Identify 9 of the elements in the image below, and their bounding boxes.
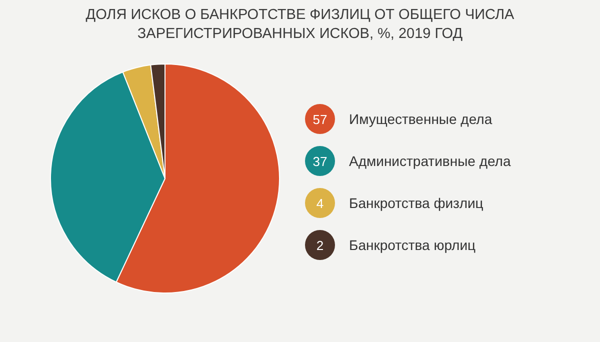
data-label: 4 xyxy=(305,188,335,218)
legend-label: Банкротства юрлиц xyxy=(349,237,476,253)
legend-label: Имущественные дела xyxy=(349,111,492,127)
data-label: 37 xyxy=(305,146,335,176)
legend-label: Административные дела xyxy=(349,153,511,169)
chart-title: ДОЛЯ ИСКОВ О БАНКРОТСТВЕ ФИЗЛИЦ ОТ ОБЩЕГО ЧИСЛА ЗАРЕГИСТРИРОВАННЫХ ИСКОВ, %, 2019 ГОД xyxy=(84,6,516,44)
legend-label: Банкротства физлиц xyxy=(349,195,484,211)
data-label: 57 xyxy=(305,104,335,134)
data-label: 2 xyxy=(305,230,335,260)
